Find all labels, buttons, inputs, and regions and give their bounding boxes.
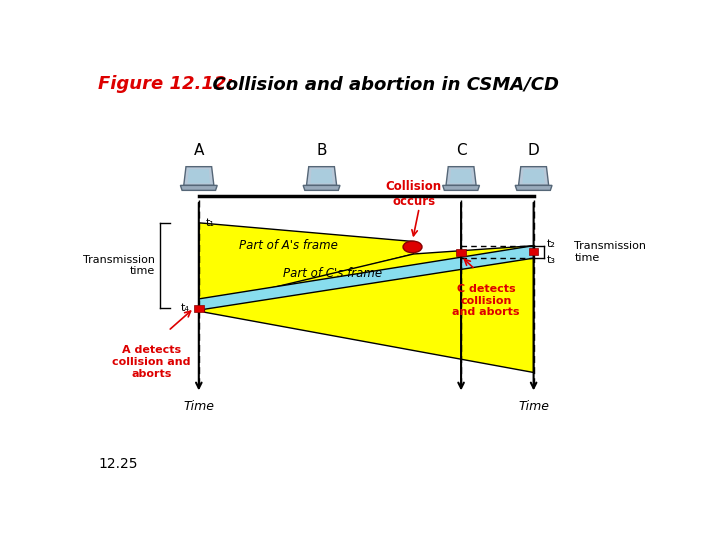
Polygon shape <box>181 185 217 191</box>
Polygon shape <box>443 185 480 191</box>
Polygon shape <box>516 185 552 191</box>
Polygon shape <box>523 169 545 183</box>
Text: A detects
collision and
aborts: A detects collision and aborts <box>112 346 191 379</box>
Text: Collision and abortion in CSMA/CD: Collision and abortion in CSMA/CD <box>200 75 559 93</box>
Bar <box>194 305 204 312</box>
Text: Time: Time <box>518 400 549 413</box>
Text: t₃: t₃ <box>546 255 555 265</box>
Ellipse shape <box>403 241 422 253</box>
Text: A: A <box>194 143 204 158</box>
Polygon shape <box>310 169 333 183</box>
Text: t₂: t₂ <box>546 239 555 249</box>
Text: 12.25: 12.25 <box>99 457 138 471</box>
Text: D: D <box>528 143 539 158</box>
Polygon shape <box>450 169 472 183</box>
Polygon shape <box>199 246 534 310</box>
Text: t₄: t₄ <box>181 303 189 313</box>
Text: Collision
occurs: Collision occurs <box>386 180 441 208</box>
Text: t₁: t₁ <box>205 218 215 228</box>
Polygon shape <box>184 167 214 185</box>
Polygon shape <box>199 223 413 308</box>
Text: Part of C's frame: Part of C's frame <box>283 267 382 280</box>
Text: Transmission
time: Transmission time <box>84 255 156 276</box>
Text: Transmission
time: Transmission time <box>575 241 647 262</box>
Polygon shape <box>446 167 476 185</box>
Text: Part of A's frame: Part of A's frame <box>238 239 338 252</box>
Polygon shape <box>307 167 337 185</box>
Bar <box>456 249 466 256</box>
Polygon shape <box>204 246 534 373</box>
Text: B: B <box>316 143 327 158</box>
Polygon shape <box>188 169 210 183</box>
Text: C detects
collision
and aborts: C detects collision and aborts <box>452 284 520 317</box>
Bar <box>529 248 539 255</box>
Polygon shape <box>303 185 340 191</box>
Text: Time: Time <box>184 400 215 413</box>
Text: Figure 12.12:: Figure 12.12: <box>99 75 234 93</box>
Polygon shape <box>518 167 549 185</box>
Text: C: C <box>456 143 467 158</box>
